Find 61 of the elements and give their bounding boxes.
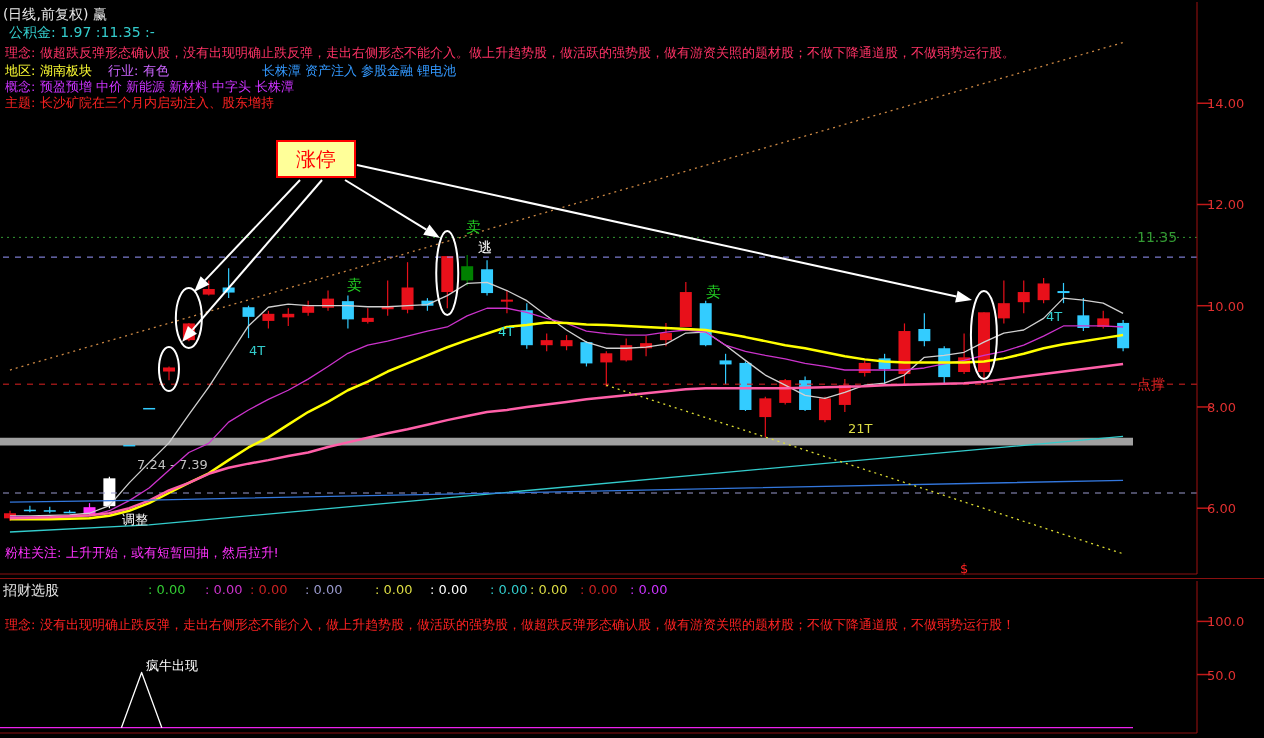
annotation: 粉柱关注: 上升开始，或有短暂回抽，然后拉升! xyxy=(5,544,279,562)
candlestick xyxy=(461,254,474,287)
annotation: : 0.00 xyxy=(630,582,668,597)
annotation: 4T xyxy=(1046,309,1063,324)
annotation: : 0.00 xyxy=(490,582,528,597)
y-tick-label: 12.00 xyxy=(1207,197,1245,213)
candlestick xyxy=(997,279,1010,325)
candlestick xyxy=(759,396,772,438)
candlestick xyxy=(1017,279,1030,314)
annotation: 卖 xyxy=(466,218,481,237)
annotation: 卖 xyxy=(706,283,721,302)
candlestick xyxy=(163,365,176,381)
annotation: 逃 xyxy=(478,239,492,257)
ref-line-label: 11.35 xyxy=(1137,229,1178,246)
annotation: : 0.00 xyxy=(305,582,343,597)
candlestick xyxy=(481,259,494,297)
annotation: 概念: 预盈预增 中价 新能源 新材料 中字头 长株潭 xyxy=(5,78,295,96)
annotation: $ xyxy=(960,561,969,576)
candlestick xyxy=(620,338,633,362)
chart-title: (日线,前复权) 赢 xyxy=(3,6,107,24)
text: 公积金: 1.97 :11.35 :- xyxy=(9,24,155,42)
candlestick xyxy=(401,261,414,314)
chart-title: 招财选股 xyxy=(3,582,59,600)
candlestick xyxy=(341,294,354,330)
candlestick xyxy=(818,396,831,423)
annotation: 涨停 xyxy=(276,140,356,178)
candlestick xyxy=(500,289,513,314)
annotation: 4T xyxy=(498,324,515,339)
annotation: : 0.00 xyxy=(250,582,288,597)
annotation: : 0.00 xyxy=(530,582,568,597)
y-tick-label: 10.00 xyxy=(1207,298,1245,314)
annotation: 疯牛出现 xyxy=(146,657,199,675)
annotation: : 0.00 xyxy=(430,582,468,597)
ref-line-label: 点撑 xyxy=(1137,376,1165,393)
y-tick-label: 50.0 xyxy=(1207,667,1236,683)
candlestick xyxy=(1037,277,1050,304)
annotation: 调整 xyxy=(122,511,148,529)
candlestick xyxy=(580,340,593,368)
candlestick xyxy=(659,322,672,347)
annotation: : 0.00 xyxy=(148,582,186,597)
y-tick-label: 100.0 xyxy=(1207,614,1245,630)
annotation: 地区: 湖南板块 xyxy=(5,62,92,80)
y-tick-label: 14.00 xyxy=(1207,96,1245,112)
candlestick xyxy=(719,353,732,385)
annotation: 卖 xyxy=(347,276,362,295)
annotation: 理念: 做超跌反弹形态确认股，没有出现明确止跌反弹，走出右侧形态不能介入。做上升趋势股，做活跃的强势股，做有游资关照的题材股；不做下降通道股，不做弱势运行股。 xyxy=(5,44,1015,62)
annotation: 长株潭 资产注入 参股金融 锂电池 xyxy=(262,62,457,80)
y-tick-label: 6.00 xyxy=(1207,501,1236,517)
annotation: 主题: 长沙矿院在三个月内启动注入、股东增持 xyxy=(5,94,274,112)
candlestick xyxy=(242,305,255,339)
annotation: : 0.00 xyxy=(205,582,243,597)
candlestick xyxy=(1057,282,1070,304)
y-tick-label: 8.00 xyxy=(1207,399,1236,415)
candlestick xyxy=(918,312,931,347)
annotation: 21T xyxy=(848,421,873,436)
candlestick xyxy=(600,350,613,388)
annotation: 4T xyxy=(249,343,266,358)
annotation: 行业: 有色 xyxy=(108,62,169,80)
annotation: : 0.00 xyxy=(375,582,413,597)
annotation: 理念: 没有出现明确止跌反弹，走出右侧形态不能介入，做上升趋势股，做活跃的强势股，做超跌反弹形态确认股，做有游资关照的题材股；不做下降通道股，不做弱势运行股！ xyxy=(5,616,1015,634)
annotation: : 0.00 xyxy=(580,582,618,597)
